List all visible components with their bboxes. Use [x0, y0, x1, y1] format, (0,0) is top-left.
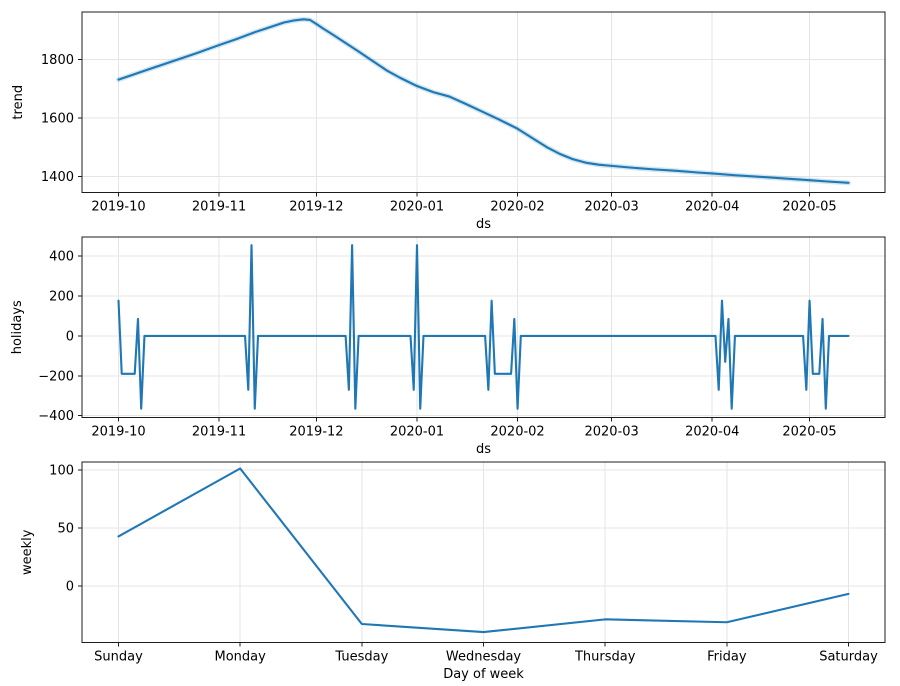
x-tick-label: 2020-04 — [685, 200, 739, 215]
y-tick-label: 400 — [49, 250, 74, 265]
x-axis-label: ds — [476, 217, 491, 232]
x-tick-label: Sunday — [94, 650, 143, 665]
x-tick-label: Tuesday — [334, 650, 388, 665]
x-axis-label: ds — [476, 442, 491, 457]
x-tick-label: 2019-11 — [192, 200, 246, 215]
subplot-weekly: Sunday Monday Tuesday Wednesday Thursday Frid… — [20, 461, 886, 682]
y-tick-label: 100 — [49, 464, 74, 479]
y-tick-label: 1800 — [41, 53, 74, 68]
x-tick-label: 2020-02 — [490, 425, 544, 440]
x-tick-label: 2020-02 — [490, 200, 544, 215]
axes-spines — [81, 11, 886, 193]
x-tick-label: 2019-12 — [289, 200, 343, 215]
weekly-series-line — [117, 467, 850, 634]
y-tick-label: −400 — [38, 409, 74, 424]
trend-series-line — [117, 18, 850, 184]
y-tick-label: 200 — [49, 290, 74, 305]
x-tick-label: 2019-11 — [192, 425, 246, 440]
x-tick-label: 2020-01 — [390, 200, 444, 215]
x-tick-label: 2019-12 — [289, 425, 343, 440]
x-tick-label: Saturday — [819, 650, 878, 665]
x-tick-label: 2020-01 — [390, 425, 444, 440]
y-tick-label: 0 — [66, 329, 74, 344]
y-tick-label: −200 — [38, 369, 74, 384]
x-tick-label: 2020-03 — [584, 200, 638, 215]
x-tick-label: 2019-10 — [91, 425, 145, 440]
y-axis-label: weekly — [20, 529, 35, 575]
x-tick-label: 2020-05 — [782, 425, 836, 440]
subplot-holidays: 2019-10 2019-11 2019-12 2020-01 2020-02 2020-… — [10, 236, 886, 457]
x-tick-label: 2020-04 — [685, 425, 739, 440]
x-tick-label: Wednesday — [446, 650, 522, 665]
axes-background — [82, 12, 885, 193]
subplot-trend: 2019-10 2019-11 2019-12 2020-01 2020-02 2020-… — [11, 11, 886, 232]
y-axis-label: trend — [11, 85, 26, 120]
x-tick-label: 2019-10 — [91, 200, 145, 215]
y-axis-label: holidays — [10, 300, 25, 354]
x-tick-label: Monday — [215, 650, 267, 665]
x-tick-label: 2020-05 — [782, 200, 836, 215]
x-axis-label: Day of week — [443, 667, 524, 682]
x-tick-label: Friday — [707, 650, 747, 665]
x-tick-label: Thursday — [574, 650, 636, 665]
y-tick-label: 50 — [57, 521, 74, 536]
y-tick-label: 1400 — [41, 170, 74, 185]
holidays-series-line — [117, 244, 850, 410]
y-tick-label: 0 — [66, 579, 74, 594]
x-tick-label: 2020-03 — [584, 425, 638, 440]
axes-background — [82, 237, 885, 418]
y-tick-label: 1600 — [41, 111, 74, 126]
axes-spines — [81, 236, 886, 418]
